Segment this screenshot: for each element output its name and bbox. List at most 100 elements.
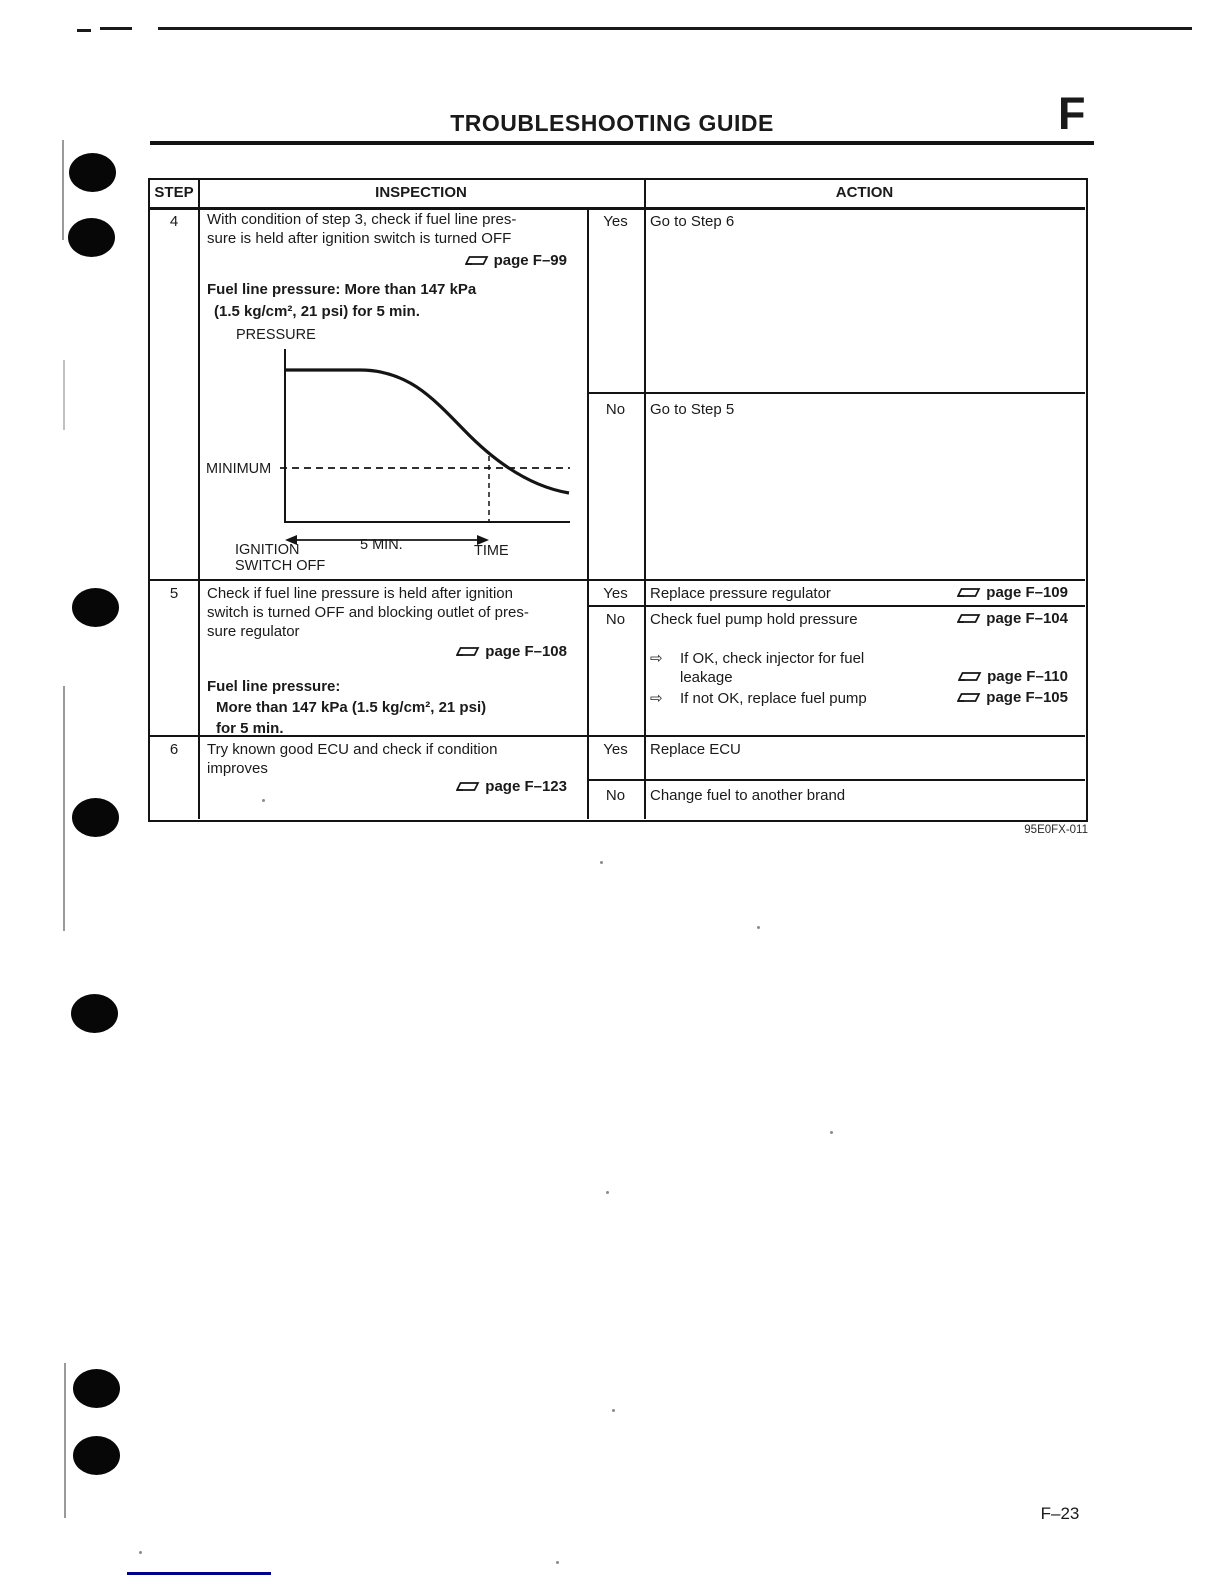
page-ref-text: page F–104 xyxy=(986,610,1068,627)
page-ref-text: page F–105 xyxy=(986,689,1068,706)
inspection-text: sure is held after ignition switch is tu… xyxy=(207,230,512,247)
scan-speck xyxy=(606,1191,609,1194)
section-letter: F xyxy=(1058,88,1086,139)
table-border-line xyxy=(150,579,1085,581)
yes-label: Yes xyxy=(603,213,628,230)
scan-dash xyxy=(77,29,91,32)
scan-top-line xyxy=(158,27,1192,30)
spec-text: Fuel line pressure: More than 147 kPa xyxy=(207,281,477,298)
page-ref-icon xyxy=(455,647,480,656)
page-reference: page F–105 xyxy=(956,689,1068,706)
column-header-step: STEP xyxy=(154,184,194,201)
action-text: Replace ECU xyxy=(650,741,741,758)
sub-action-text: ⇨ If not OK, replace fuel pump xyxy=(650,689,867,708)
page-ref-text: page F–108 xyxy=(485,643,567,660)
sub-action-text: leakage xyxy=(680,669,733,686)
page-ref-text: page F–123 xyxy=(485,778,567,795)
inspection-text: switch is turned OFF and blocking outlet… xyxy=(207,604,529,621)
action-text: Go to Step 5 xyxy=(650,401,735,418)
page-ref-icon xyxy=(956,693,981,702)
inspection-text: sure regulator xyxy=(207,623,300,640)
page-ref-text: page F–109 xyxy=(986,584,1068,601)
punch-hole-mark xyxy=(72,588,119,627)
scan-speck xyxy=(612,1409,615,1412)
table-border-line xyxy=(587,207,589,819)
action-text: Replace pressure regulator xyxy=(650,585,831,602)
spec-text: (1.5 kg/cm², 21 psi) for 5 min. xyxy=(214,303,420,320)
sub-action-text: ⇨ If OK, check injector for fuel xyxy=(650,649,864,668)
double-arrow-icon: ⇨ xyxy=(650,650,663,667)
no-label: No xyxy=(605,611,626,628)
troubleshooting-table: STEP INSPECTION ACTION 4 With condition … xyxy=(148,178,1088,822)
column-header-action: ACTION xyxy=(835,184,894,201)
table-border-line xyxy=(150,735,1085,737)
graph-span-label: 5 MIN. xyxy=(360,537,403,553)
punch-hole-mark xyxy=(71,994,118,1033)
inspection-text: improves xyxy=(207,760,268,777)
footer-blue-line xyxy=(127,1572,271,1575)
page-ref-icon xyxy=(957,672,982,681)
scan-speck xyxy=(139,1551,142,1554)
page-ref-icon xyxy=(956,588,981,597)
graph-x-label: TIME xyxy=(474,543,509,559)
scan-speck xyxy=(830,1131,833,1134)
pressure-curve xyxy=(285,368,570,495)
page-reference: page F–123 xyxy=(207,778,567,795)
scan-dash xyxy=(100,27,132,30)
graph-y-label: PRESSURE xyxy=(236,327,316,343)
arrowhead-left-icon xyxy=(285,535,297,545)
graph-origin-label: SWITCH OFF xyxy=(235,558,326,574)
scan-speck xyxy=(757,926,760,929)
scan-margin-line xyxy=(63,360,65,430)
spec-text: More than 147 kPa (1.5 kg/cm², 21 psi) xyxy=(216,699,487,716)
punch-hole-mark xyxy=(68,218,115,257)
page-title: TROUBLESHOOTING GUIDE xyxy=(450,110,774,136)
table-border-line xyxy=(587,779,1085,781)
punch-hole-mark xyxy=(73,1369,120,1408)
arrowhead-right-icon xyxy=(477,535,489,545)
pressure-decay-plot xyxy=(280,349,570,545)
sub-action-line: If OK, check injector for fuel xyxy=(680,650,865,667)
scan-margin-line xyxy=(64,1363,66,1518)
yes-label: Yes xyxy=(603,585,628,602)
step-number: 4 xyxy=(169,213,179,230)
scan-margin-line xyxy=(62,140,64,240)
yes-label: Yes xyxy=(603,741,628,758)
punch-hole-mark xyxy=(69,153,116,192)
page-ref-text: page F–110 xyxy=(987,668,1068,685)
title-rule xyxy=(150,141,1094,145)
punch-hole-mark xyxy=(72,798,119,837)
page-ref-icon xyxy=(956,614,981,623)
no-label: No xyxy=(605,401,626,418)
page-ref-icon xyxy=(464,256,489,265)
no-label: No xyxy=(605,787,626,804)
page-ref-text: page F–99 xyxy=(493,252,567,269)
scan-speck xyxy=(262,799,265,802)
pressure-decay-graph: PRESSURE MINIMUM 5 MIN. TIME IGNITION SW… xyxy=(192,327,582,577)
double-arrow-icon: ⇨ xyxy=(650,690,663,707)
spec-text: Fuel line pressure: xyxy=(207,678,341,695)
page-reference: page F–99 xyxy=(207,252,567,269)
figure-code: 95E0FX-011 xyxy=(1024,824,1088,836)
step-number: 5 xyxy=(169,585,179,602)
action-text: Check fuel pump hold pressure xyxy=(650,611,858,628)
table-border-line xyxy=(587,392,1085,394)
page-reference: page F–104 xyxy=(956,610,1068,627)
inspection-text: With condition of step 3, check if fuel … xyxy=(207,211,517,228)
page-number: F–23 xyxy=(1040,1504,1080,1523)
scan-speck xyxy=(600,861,603,864)
table-border-line xyxy=(198,180,200,819)
scan-speck xyxy=(556,1561,559,1564)
page-reference: page F–108 xyxy=(207,643,567,660)
inspection-text: Try known good ECU and check if conditio… xyxy=(207,741,498,758)
action-text: Change fuel to another brand xyxy=(650,787,846,804)
step-number: 6 xyxy=(169,741,179,758)
scan-margin-line xyxy=(63,686,65,931)
punch-hole-mark xyxy=(73,1436,120,1475)
spec-text: for 5 min. xyxy=(216,720,284,737)
sub-action-line: If not OK, replace fuel pump xyxy=(680,690,867,707)
action-text: Go to Step 6 xyxy=(650,213,735,230)
column-header-inspection: INSPECTION xyxy=(375,184,467,201)
page-ref-icon xyxy=(455,782,480,791)
